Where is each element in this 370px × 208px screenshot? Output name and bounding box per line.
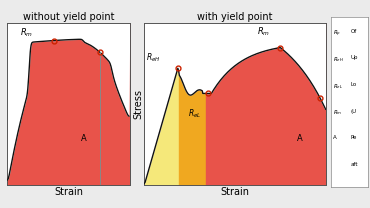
X-axis label: Strain: Strain [221,187,249,197]
X-axis label: Strain: Strain [54,187,83,197]
Text: $R_m$: $R_m$ [257,25,270,38]
Text: Up: Up [350,55,358,60]
Text: A: A [333,135,336,140]
Y-axis label: Stress: Stress [133,89,143,119]
Text: A: A [297,134,302,143]
Text: $R_m$: $R_m$ [333,109,342,118]
Text: (U: (U [350,109,357,114]
Text: $R_{eH}$: $R_{eH}$ [146,51,161,64]
Polygon shape [144,23,326,183]
Text: A: A [81,134,87,143]
Text: aft: aft [350,162,358,167]
Polygon shape [7,23,129,180]
Title: without yield point: without yield point [23,12,114,22]
Text: Lo: Lo [350,82,357,87]
Text: Pe: Pe [350,135,357,140]
Text: $R_m$: $R_m$ [20,27,33,39]
Text: $R_{eL}$: $R_{eL}$ [333,82,343,91]
Text: $R_{eH}$: $R_{eH}$ [333,55,344,64]
Text: Of: Of [350,28,357,33]
Text: $R_{eL}$: $R_{eL}$ [188,108,201,120]
Text: $R_p$: $R_p$ [333,28,341,39]
Title: with yield point: with yield point [197,12,273,22]
